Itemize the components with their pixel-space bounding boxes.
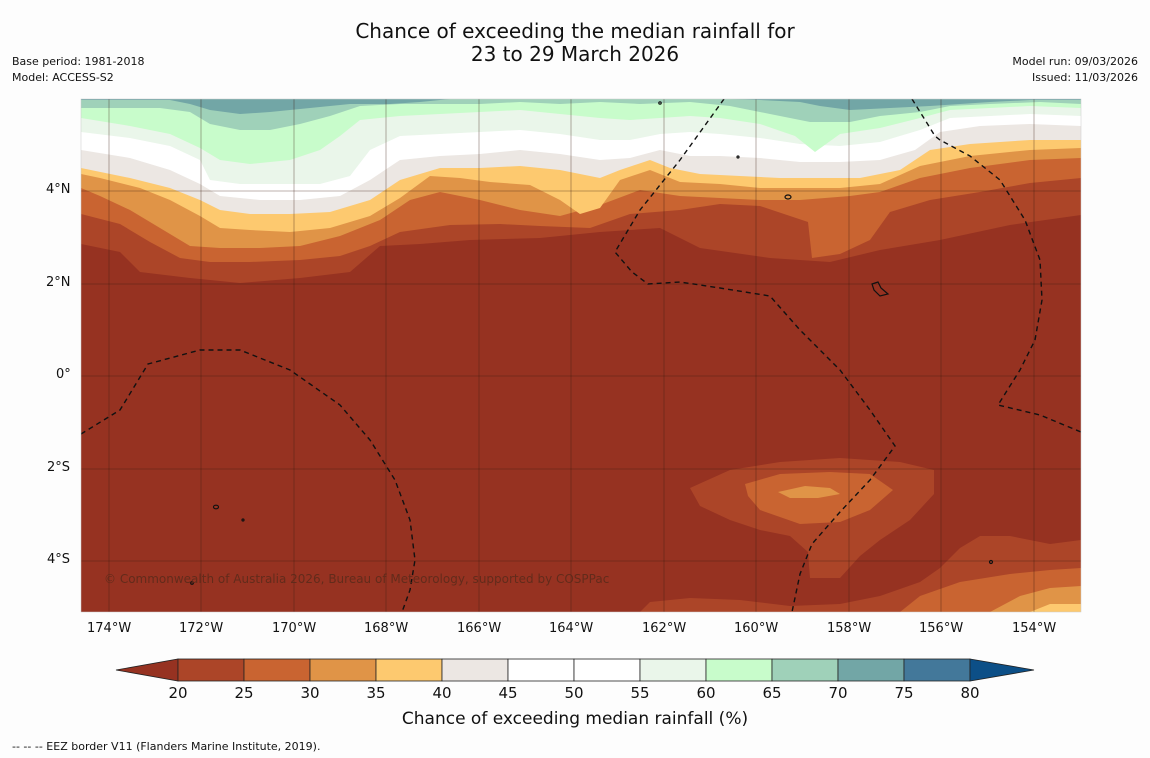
lon-label-162W: 162°W	[642, 621, 687, 636]
lon-label-158W: 158°W	[827, 621, 872, 636]
map-plot-area	[81, 99, 1081, 612]
colorbar-segment-70-75	[837, 658, 905, 682]
map-graticule	[81, 99, 1081, 612]
lat-label-4S: 4°S	[47, 552, 71, 567]
lat-label-2N: 2°N	[46, 275, 71, 290]
map-title-line1: Chance of exceeding the median rainfall …	[355, 19, 795, 43]
base-period-text: Base period: 1981-2018	[12, 55, 145, 68]
colorbar-segment-60-65	[705, 658, 773, 682]
colorbar-tick-45: 45	[498, 684, 518, 702]
colorbar-segment-55-60	[639, 658, 707, 682]
eez-footnote: -- -- -- EEZ border V11 (Flanders Marine…	[12, 740, 321, 753]
colorbar-segment-40-45	[441, 658, 509, 682]
islands	[190, 101, 994, 585]
rain-70-75-band-north	[81, 99, 1081, 114]
model-run-text: Model run: 09/03/2026	[1012, 55, 1138, 68]
lon-label-164W: 164°W	[549, 621, 594, 636]
lat-label-2S: 2°S	[47, 460, 71, 475]
colorbar-tick-25: 25	[234, 684, 254, 702]
rain-30-35-region-south	[778, 486, 840, 498]
rain-25-30-region-south	[745, 472, 893, 524]
colorbar-segment-75-80	[903, 658, 971, 682]
lon-label-174W: 174°W	[87, 621, 132, 636]
lon-label-166W: 166°W	[457, 621, 502, 636]
colorbar-segment-25-30	[243, 658, 311, 682]
colorbar-segment-20-25	[177, 658, 245, 682]
map-frame	[80, 98, 1082, 613]
colorbar-tick-80: 80	[960, 684, 980, 702]
lat-label-4N: 4°N	[46, 182, 71, 197]
eez-borders	[81, 99, 1081, 612]
colorbar-tick-35: 35	[366, 684, 386, 702]
meta-left: Base period: 1981-2018 Model: ACCESS-S2	[12, 54, 144, 86]
lon-label-160W: 160°W	[734, 621, 779, 636]
rain-35-40-region-southeast	[1030, 604, 1081, 612]
colorbar-tick-55: 55	[630, 684, 650, 702]
colorbar-tick-70: 70	[828, 684, 848, 702]
meta-right: Model run: 09/03/2026 Issued: 11/03/2026	[1012, 54, 1138, 86]
lon-label-154W: 154°W	[1012, 621, 1057, 636]
colorbar-tick-40: 40	[432, 684, 452, 702]
colorbar	[115, 658, 1035, 682]
lon-label-172W: 172°W	[179, 621, 224, 636]
colorbar-tick-20: 20	[168, 684, 188, 702]
lon-label-156W: 156°W	[919, 621, 964, 636]
map-title-line2: 23 to 29 March 2026	[470, 42, 680, 66]
colorbar-tick-30: 30	[300, 684, 320, 702]
colorbar-tick-65: 65	[762, 684, 782, 702]
copyright-notice: © Commonwealth of Australia 2026, Bureau…	[104, 572, 610, 586]
colorbar-above-80-arrow	[969, 658, 1035, 682]
colorbar-tick-50: 50	[564, 684, 584, 702]
lat-label-0: 0°	[56, 367, 71, 382]
colorbar-segment-35-40	[375, 658, 443, 682]
issued-text: Issued: 11/03/2026	[1031, 71, 1138, 84]
colorbar-below-20-arrow	[115, 658, 179, 682]
lon-label-170W: 170°W	[272, 621, 317, 636]
colorbar-tick-75: 75	[894, 684, 914, 702]
colorbar-segment-65-70	[771, 658, 839, 682]
colorbar-tick-60: 60	[696, 684, 716, 702]
colorbar-label: Chance of exceeding median rainfall (%)	[401, 709, 749, 729]
colorbar-segment-30-35	[309, 658, 377, 682]
colorbar-segment-45-50	[507, 658, 575, 682]
model-text: Model: ACCESS-S2	[12, 71, 114, 84]
lon-label-168W: 168°W	[364, 621, 409, 636]
colorbar-segment-50-55	[573, 658, 641, 682]
